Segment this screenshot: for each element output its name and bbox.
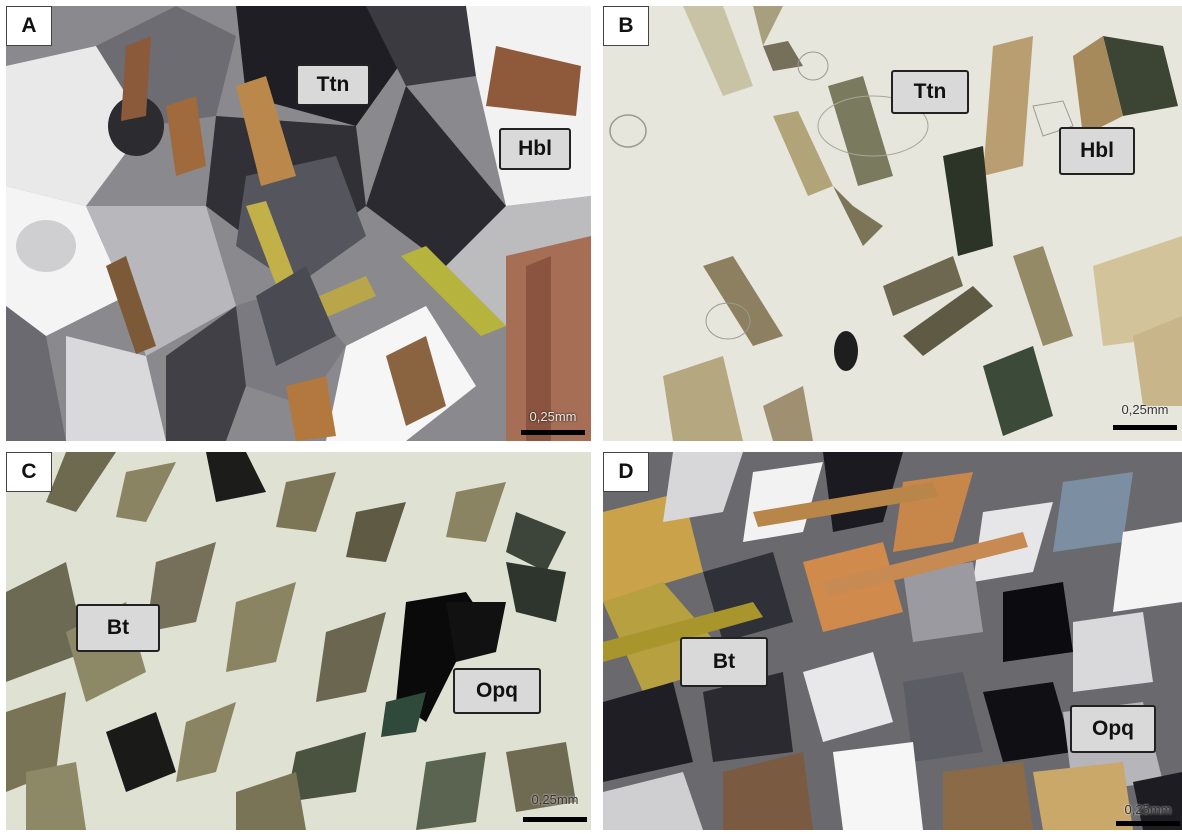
- micrograph-panel-b: B Ttn Hbl 0,25mm: [603, 6, 1182, 441]
- scale-label-d: 0,25mm: [1124, 802, 1172, 817]
- micrograph-panel-a: A Ttn Hbl 0,25mm: [6, 6, 591, 441]
- micrograph-image-c: [6, 452, 591, 830]
- label-opq-d: Opq: [1070, 705, 1156, 753]
- label-ttn-b: Ttn: [891, 70, 969, 114]
- panel-letter-d: D: [603, 452, 649, 492]
- label-hbl-a: Hbl: [499, 128, 571, 170]
- label-bt-d: Bt: [680, 637, 768, 687]
- label-bt-c: Bt: [76, 604, 160, 652]
- label-opq-c: Opq: [453, 668, 541, 714]
- scale-label-b: 0,25mm: [1121, 402, 1169, 417]
- scale-line-a: [521, 430, 585, 435]
- label-ttn-a: Ttn: [296, 64, 370, 106]
- scale-label-c: 0,25mm: [531, 792, 579, 807]
- micrograph-image-b: [603, 6, 1182, 441]
- scale-bar-a: 0,25mm: [521, 409, 585, 435]
- panel-letter-b: B: [603, 6, 649, 46]
- micrograph-panel-c: C Bt Opq 0,25mm: [6, 452, 591, 830]
- scale-bar-d: 0,25mm: [1116, 802, 1180, 826]
- scale-line-b: [1113, 425, 1177, 430]
- panel-letter-a: A: [6, 6, 52, 46]
- scale-line-d: [1116, 821, 1180, 826]
- panel-letter-c: C: [6, 452, 52, 492]
- scale-bar-b: 0,25mm: [1113, 402, 1177, 430]
- scale-bar-c: 0,25mm: [523, 792, 587, 822]
- label-hbl-b: Hbl: [1059, 127, 1135, 175]
- micrograph-panel-d: D Bt Opq 0,25mm: [603, 452, 1182, 830]
- scale-label-a: 0,25mm: [529, 409, 577, 424]
- micrograph-image-a: [6, 6, 591, 441]
- scale-line-c: [523, 817, 587, 822]
